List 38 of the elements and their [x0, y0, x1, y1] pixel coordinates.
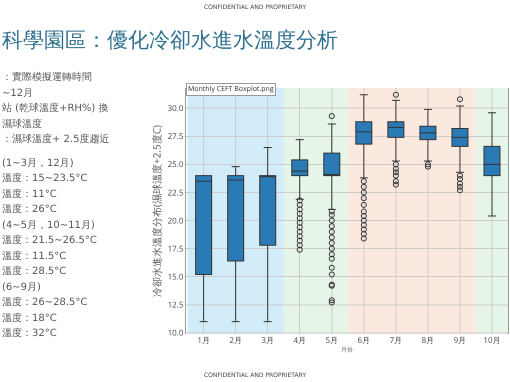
- x-tick-label: 10月: [483, 335, 501, 346]
- chart-title: 科學園區：優化冷卻水進水溫度分析: [2, 27, 338, 54]
- y-tick-label: 27.5: [168, 131, 184, 142]
- text: ：實際模擬運轉時間: [2, 70, 92, 84]
- text: ~12月: [2, 86, 34, 100]
- text: 溫度：26°C: [2, 202, 57, 216]
- y-tick-label: 30.0: [168, 103, 184, 114]
- x-tick-label: 9月: [454, 335, 466, 346]
- x-tick-label: 7月: [390, 335, 402, 346]
- text: 溫度：18°C: [2, 312, 57, 324]
- y-axis-title: 冷卻水進水溫度分布(濕球溫度+2.5度C): [150, 124, 164, 297]
- y-tick-label: 15.0: [168, 272, 184, 283]
- y-tick-label: 12.5: [168, 300, 184, 311]
- y-tick-label: 25.0: [168, 159, 184, 170]
- text: 溫度：26~28.5°C: [2, 296, 88, 309]
- text: 溫度：21.5~26.5°C: [2, 234, 97, 247]
- x-tick-label: 1月: [197, 335, 210, 346]
- text: 溫度：11°C: [2, 188, 57, 200]
- text: 濕球溫度: [2, 118, 42, 130]
- y-tick-label: 10.0: [168, 328, 184, 339]
- x-tick-label: 2月: [229, 335, 242, 346]
- y-tick-label: 20.0: [168, 215, 184, 226]
- text: (6~9月): [2, 280, 41, 294]
- x-tick-label: 6月: [358, 335, 370, 346]
- text: ：濕球溫度+ 2.5度趨近: [2, 132, 110, 146]
- x-tick-label: 4月: [293, 335, 306, 346]
- text: (1~3月，12月): [2, 156, 74, 170]
- y-tick-label: 17.5: [168, 243, 184, 254]
- text: 溫度：32°C: [2, 326, 57, 340]
- x-tick-label: 5月: [325, 335, 338, 346]
- y-tick-label: 22.5: [168, 187, 184, 198]
- text: 溫度：11.5°C: [2, 250, 66, 262]
- x-tick-label: 3月: [261, 335, 274, 346]
- text: 溫度：15~23.5°C: [2, 172, 88, 185]
- text: 站 (乾球溫度+RH%) 換: [2, 102, 109, 115]
- text: (4~5月，10~11月): [2, 218, 95, 232]
- text: 溫度：28.5°C: [2, 264, 66, 278]
- x-tick-label: 8月: [422, 335, 434, 346]
